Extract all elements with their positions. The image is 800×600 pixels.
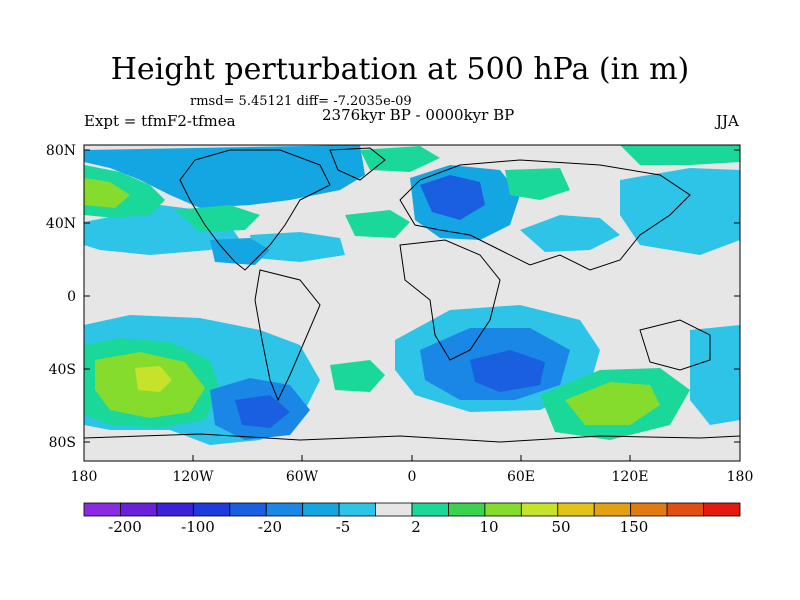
lat-tick-marks [84,149,740,443]
colorbar-label: 150 [620,518,649,536]
contour-blue-north-america [84,145,365,208]
lon-tick-label: 60E [507,469,535,485]
period-label: 2376kyr BP - 0000kyr BP [322,106,515,124]
coast-eurasia [399,159,691,271]
contour-green-south-atlantic [330,360,385,392]
coast-australia [639,319,711,371]
lon-tick-label: 180 [71,469,98,485]
coast-antarctica [84,433,740,443]
contour-green-arctic-east [620,145,740,165]
lon-tick-label: 120W [172,469,214,485]
coast-south-america [254,269,321,402]
lon-tick-label: 0 [408,469,417,485]
colorbar-swatch [156,502,194,517]
colorbar-swatch [666,502,704,517]
colorbar-label: 10 [479,518,498,536]
contour-cyan-caribbean [210,238,270,265]
contour-green-atlantic-mid [345,210,410,238]
colorbar-swatch [520,502,559,517]
contour-yellowgreen-nw-pacific [84,178,130,208]
colorbar-swatch [302,502,340,517]
coast-greenland [329,147,386,181]
contour-green-north-pacific-east [175,205,260,232]
coast-north-america [179,149,331,271]
season-label: JJA [716,112,739,130]
colorbar-label: -100 [181,518,215,536]
stats-label: rmsd= 5.45121 diff= -7.2035e-09 [190,94,412,109]
colorbar-swatch [229,502,267,517]
colorbar-swatch [375,502,413,517]
experiment-label: Expt = tfmF2-tfmea [84,112,236,130]
colorbar-labels: -200 -100 -20 -5 2 10 50 150 [108,518,648,536]
colorbar-swatch [448,502,486,517]
colorbar-swatch [192,502,231,517]
contour-deepblue-europe [420,175,485,220]
colorbar-label: -20 [258,518,282,536]
colorbar-swatch [411,502,449,517]
lat-tick-label: 80S [49,435,76,451]
contour-yellowgreen-south-indian-east [565,382,660,425]
colorbar [83,502,741,517]
colorbar-label: 2 [411,518,421,536]
colorbar-swatch [83,502,121,517]
coast-africa [399,239,501,361]
contour-deepblue-drake [235,395,290,428]
colorbar-swatch [630,502,668,517]
colorbar-swatch [338,502,376,517]
lon-tick-marks [83,455,741,461]
contour-green-greenland [360,146,440,172]
colorbar-label: 50 [551,518,570,536]
colorbar-swatch [265,502,304,517]
figure-title: Height perturbation at 500 hPa (in m) [110,52,690,87]
lat-tick-label: 40S [49,362,76,378]
colorbar-swatch [557,502,595,517]
colorbar-swatch [593,502,632,517]
lon-tick-label: 180 [727,469,754,485]
lat-tick-label: 80N [46,143,76,159]
colorbar-swatch [120,502,158,517]
contour-green-siberia [505,168,570,200]
contour-cyan-pacific-nw [620,168,740,255]
colorbar-swatch [703,502,741,517]
lat-tick-label: 0 [67,289,76,305]
lat-tick-label: 40N [46,216,76,232]
colorbar-label: -200 [108,518,142,536]
colorbar-label: -5 [336,518,351,536]
contour-yellow-south-pacific-core [135,366,172,392]
coastlines [84,147,740,443]
contour-cyan-south-pacific-west [690,325,740,425]
field-contours [84,145,740,461]
contour-cyan-asia [520,215,620,252]
colorbar-swatch [484,502,522,517]
lon-tick-label: 60W [286,469,319,485]
contour-deepblue-south-indian [470,350,545,392]
lon-tick-label: 120E [612,469,649,485]
